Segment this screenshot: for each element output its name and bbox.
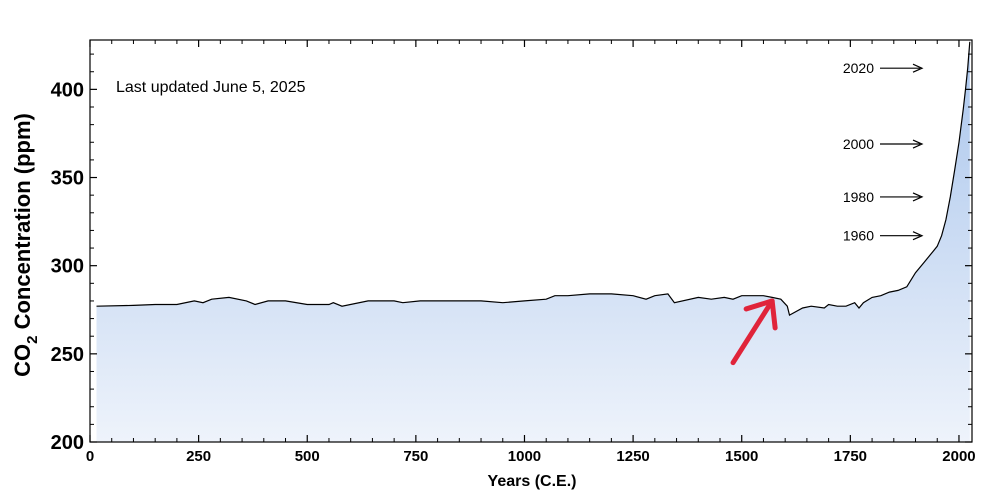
year-arrowhead-icon (912, 139, 924, 149)
x-tick-label: 0 (86, 448, 94, 465)
x-axis-label: Years (C.E.) (488, 473, 577, 490)
x-tick-label: 750 (403, 448, 428, 465)
year-arrowhead-icon (912, 192, 924, 202)
highlight-arrow-icon (730, 298, 778, 366)
year-label: 1960 (843, 228, 874, 244)
y-tick-label: 400 (51, 79, 84, 101)
x-tick-label: 1250 (616, 448, 649, 465)
year-label: 2020 (843, 60, 874, 76)
x-tick-label: 500 (295, 448, 320, 465)
y-tick-label: 200 (51, 432, 84, 454)
data-series-line (96, 41, 971, 316)
data-area-fill (96, 41, 970, 443)
last-updated-note: Last updated June 5, 2025 (116, 79, 306, 96)
y-tick-label: 300 (51, 256, 84, 278)
y-tick-label: 250 (51, 344, 84, 366)
y-axis-ticks: 200 250 300 350 400 (51, 53, 972, 454)
year-arrow-labels: 2020 2000 1980 1960 (843, 60, 924, 244)
y-axis-label: CO2 Concentration (ppm) (10, 113, 41, 377)
year-label: 2000 (843, 136, 874, 152)
x-axis-ticks: 0 250 500 750 1000 1250 1500 1750 2000 (86, 40, 976, 465)
y-tick-label: 350 (51, 168, 84, 190)
year-label: 1980 (843, 189, 874, 205)
x-tick-label: 1500 (725, 448, 758, 465)
highlight-arrowhead (743, 298, 778, 331)
x-tick-label: 250 (186, 448, 211, 465)
x-tick-label: 1750 (834, 448, 867, 465)
year-arrowhead-icon (912, 63, 924, 73)
plot-frame (89, 39, 973, 443)
x-tick-label: 1000 (508, 448, 541, 465)
x-tick-label: 2000 (942, 448, 975, 465)
year-arrowhead-icon (912, 231, 924, 241)
highlight-arrow-shaft (730, 298, 775, 366)
